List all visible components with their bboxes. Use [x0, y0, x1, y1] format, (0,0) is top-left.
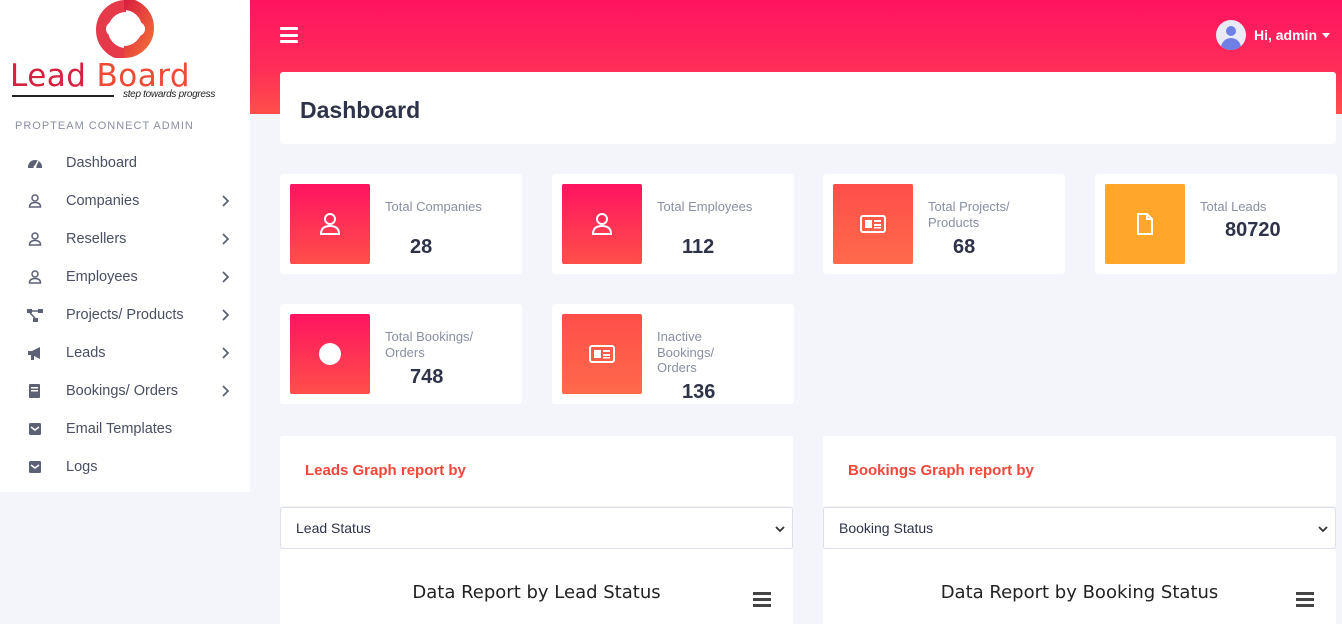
- sidebar-menu: Dashboard Companies Resellers Employees …: [0, 144, 250, 486]
- bookings-chart-container: Data Report by Booking Status: [823, 549, 1336, 624]
- user-icon: [319, 213, 341, 235]
- stat-value: 136: [682, 381, 716, 403]
- sidebar: Lead Board step towards progress PROPTEAM…: [0, 0, 250, 492]
- bookings-chart-title: Data Report by Booking Status: [940, 582, 1219, 603]
- sidebar-section-label: PROPTEAM CONNECT ADMIN: [15, 120, 194, 132]
- leads-graph-panel-header: Leads Graph report by: [280, 436, 793, 506]
- newspaper-icon: [860, 215, 886, 233]
- stat-icon-tile: [562, 314, 642, 394]
- brand-tagline: step towards progress: [123, 89, 216, 100]
- chevron-down-icon: [775, 526, 785, 533]
- stat-card-total-projects[interactable]: Total Projects/ Products 68: [823, 174, 1065, 274]
- stat-card-inactive-bookings[interactable]: Inactive Bookings/ Orders 136: [552, 304, 794, 404]
- sidebar-item-dashboard[interactable]: Dashboard: [0, 144, 250, 182]
- user-greeting: Hi, admin: [1253, 27, 1317, 43]
- menu-toggle-icon[interactable]: [280, 27, 298, 43]
- leads-chart-container: Data Report by Lead Status: [280, 549, 793, 624]
- sidebar-item-label: Logs: [66, 459, 98, 475]
- chevron-right-icon: [222, 195, 230, 207]
- brand-word-board: Board: [96, 58, 191, 94]
- avatar: [1215, 20, 1246, 50]
- sidebar-item-label: Bookings/ Orders: [66, 383, 179, 399]
- file-icon: [1137, 213, 1153, 235]
- chart-menu-icon[interactable]: [1296, 592, 1314, 607]
- sidebar-item-bookings-orders[interactable]: Bookings/ Orders: [0, 372, 250, 410]
- booking-graph-select[interactable]: Booking Status: [823, 507, 1336, 549]
- page-title: Dashboard: [300, 97, 421, 123]
- book-icon: [29, 384, 40, 398]
- user-icon: [28, 232, 42, 246]
- logo-mark-icon: [96, 0, 154, 58]
- stat-icon-tile: [562, 184, 642, 264]
- stat-card-total-bookings[interactable]: Total Bookings/ Orders 748: [280, 304, 522, 404]
- lead-graph-select-value: Lead Status: [296, 520, 371, 536]
- envelope-icon: [29, 423, 41, 435]
- stat-card-total-employees[interactable]: Total Employees 112: [552, 174, 794, 274]
- chevron-down-icon: [1318, 526, 1328, 533]
- sidebar-item-label: Resellers: [66, 231, 127, 247]
- chevron-right-icon: [222, 309, 230, 321]
- chevron-right-icon: [222, 347, 230, 359]
- stat-value: 28: [410, 236, 433, 258]
- stat-value: 748: [410, 366, 444, 388]
- sidebar-item-employees[interactable]: Employees: [0, 258, 250, 296]
- sidebar-item-label: Companies: [66, 193, 140, 209]
- stat-label: Total Companies: [385, 199, 482, 214]
- chart-menu-icon[interactable]: [753, 592, 771, 607]
- stat-icon-tile: [290, 184, 370, 264]
- stat-label: Inactive Bookings/ Orders: [657, 329, 715, 375]
- sidebar-item-projects-products[interactable]: Projects/ Products: [0, 296, 250, 334]
- user-menu[interactable]: Hi, admin: [1215, 20, 1330, 50]
- leads-chart-title: Data Report by Lead Status: [412, 582, 661, 603]
- brand-logo[interactable]: Lead Board step towards progress: [10, 0, 242, 102]
- stat-label: Total Leads: [1200, 199, 1267, 214]
- stat-value: 68: [953, 236, 976, 258]
- stat-value: 80720: [1225, 219, 1281, 241]
- sidebar-item-companies[interactable]: Companies: [0, 182, 250, 220]
- user-icon: [28, 270, 42, 284]
- chevron-right-icon: [222, 271, 230, 283]
- envelope-icon: [29, 461, 41, 473]
- user-icon: [28, 194, 42, 208]
- brand-word-lead: Lead: [10, 58, 87, 94]
- sidebar-item-resellers[interactable]: Resellers: [0, 220, 250, 258]
- bookings-graph-panel-header: Bookings Graph report by: [823, 436, 1336, 506]
- sidebar-item-label: Dashboard: [66, 155, 137, 171]
- dashboard-icon: [28, 160, 42, 169]
- newspaper-icon: [589, 345, 615, 363]
- chevron-right-icon: [222, 233, 230, 245]
- bookings-graph-title: Bookings Graph report by: [848, 462, 1034, 479]
- stat-label: Total Bookings/ Orders: [385, 329, 474, 360]
- sidebar-item-label: Projects/ Products: [66, 307, 184, 323]
- stat-icon-tile: [1105, 184, 1185, 264]
- leads-graph-title: Leads Graph report by: [305, 462, 466, 479]
- sidebar-item-email-templates[interactable]: Email Templates: [0, 410, 250, 448]
- stat-icon-tile: [290, 314, 370, 394]
- sidebar-item-logs[interactable]: Logs: [0, 448, 250, 486]
- lead-graph-select[interactable]: Lead Status: [280, 507, 793, 549]
- caret-down-icon: [1322, 32, 1330, 38]
- brand-wordmark: Lead Board: [10, 58, 190, 94]
- page-title-card: Dashboard: [280, 72, 1336, 144]
- booking-graph-select-value: Booking Status: [839, 520, 934, 536]
- hierarchy-icon: [27, 309, 43, 322]
- chevron-right-icon: [222, 385, 230, 397]
- stat-label: Total Projects/ Products: [928, 199, 1010, 230]
- logo-rule: [12, 95, 114, 97]
- circle-icon: [319, 343, 341, 365]
- stat-icon-tile: [833, 184, 913, 264]
- sidebar-item-label: Employees: [66, 269, 138, 285]
- megaphone-icon: [28, 347, 40, 360]
- sidebar-item-leads[interactable]: Leads: [0, 334, 250, 372]
- user-icon: [591, 213, 613, 235]
- stat-card-total-leads[interactable]: Total Leads 80720: [1095, 174, 1337, 274]
- stat-label: Total Employees: [657, 199, 753, 214]
- stat-value: 112: [682, 236, 715, 258]
- sidebar-item-label: Leads: [66, 345, 106, 361]
- stat-card-total-companies[interactable]: Total Companies 28: [280, 174, 522, 274]
- sidebar-item-label: Email Templates: [66, 421, 173, 437]
